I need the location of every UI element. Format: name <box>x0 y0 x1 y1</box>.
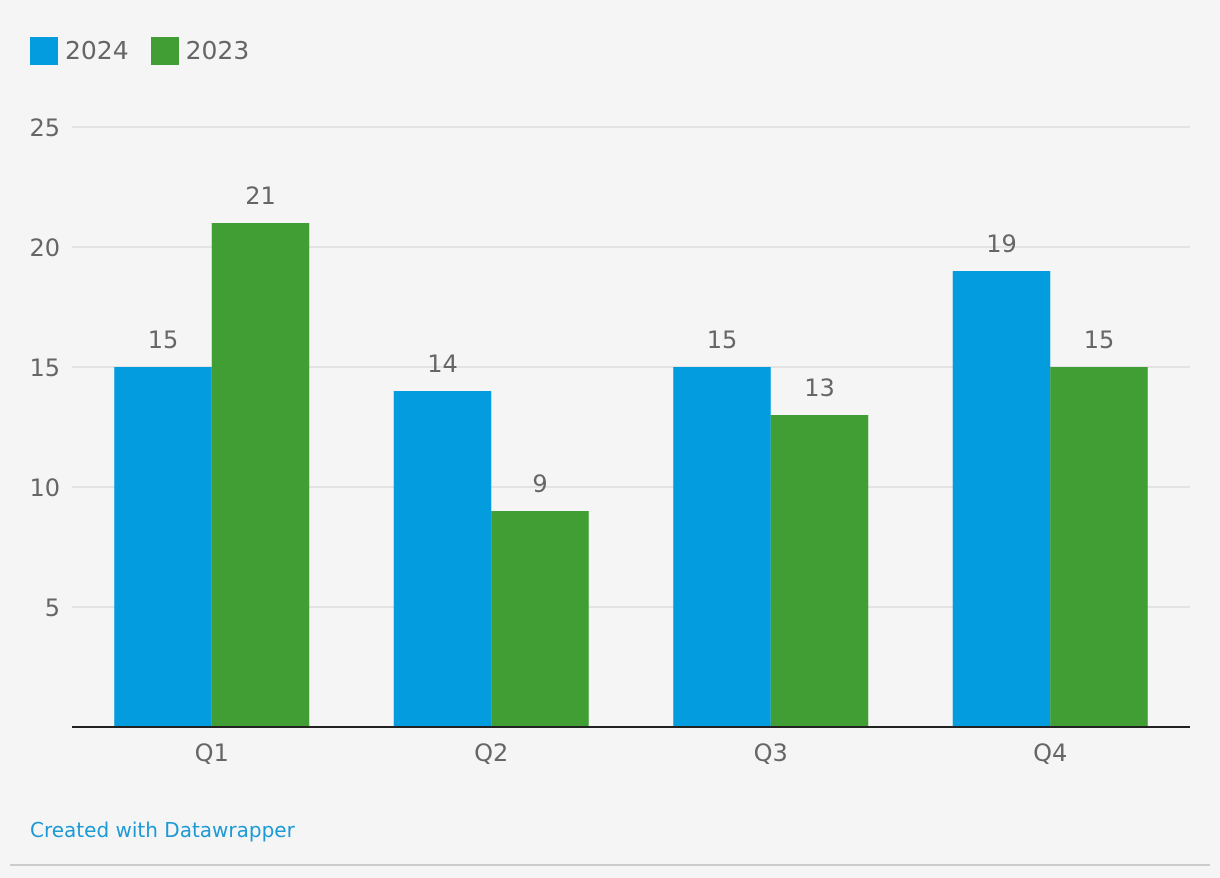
value-label-q3-2024: 15 <box>707 326 738 354</box>
value-labels: 15 21 14 9 15 13 19 15 <box>148 182 1115 498</box>
bar-q3-2023 <box>770 415 869 727</box>
value-label-q4-2023: 15 <box>1084 326 1115 354</box>
x-axis-categories: Q1 Q2 Q3 Q4 <box>195 739 1068 767</box>
bars <box>114 223 1148 727</box>
bar-q2-2024 <box>393 391 492 727</box>
y-tick-label-5: 5 <box>45 594 60 622</box>
value-label-q4-2024: 19 <box>986 230 1017 258</box>
bar-q4-2023 <box>1050 367 1148 727</box>
legend: 2024 2023 <box>30 36 271 65</box>
legend-swatch-2023 <box>150 36 179 65</box>
y-tick-label-15: 15 <box>29 354 60 382</box>
legend-label-2024: 2024 <box>65 36 129 65</box>
value-label-q2-2023: 9 <box>532 470 547 498</box>
x-category-label-q1: Q1 <box>195 739 229 767</box>
footer-divider <box>10 864 1210 866</box>
bar-q1-2024 <box>114 367 212 727</box>
legend-label-2023: 2023 <box>185 36 250 65</box>
bar-q4-2024 <box>952 271 1051 727</box>
value-label-q1-2023: 21 <box>245 182 276 210</box>
y-tick-label-10: 10 <box>29 474 60 502</box>
legend-item-2023: 2023 <box>150 36 250 65</box>
x-category-label-q3: Q3 <box>754 739 788 767</box>
bar-chart: 5 10 15 20 25 15 21 14 9 15 13 19 15 Q1 Q2 Q3 Q4 <box>29 114 1190 767</box>
y-tick-label-25: 25 <box>29 114 60 142</box>
bar-q1-2023 <box>211 223 310 727</box>
datawrapper-credit-link[interactable]: Created with Datawrapper <box>30 818 295 842</box>
legend-swatch-2024 <box>30 36 58 65</box>
value-label-q2-2024: 14 <box>427 350 458 378</box>
bar-q2-2023 <box>491 511 589 727</box>
legend-item-2024: 2024 <box>30 36 129 65</box>
x-category-label-q2: Q2 <box>474 739 508 767</box>
y-axis-ticks: 5 10 15 20 25 <box>29 114 60 622</box>
value-label-q3-2023: 13 <box>804 374 835 402</box>
y-tick-label-20: 20 <box>29 234 60 262</box>
value-label-q1-2024: 15 <box>148 326 179 354</box>
x-category-label-q4: Q4 <box>1033 739 1067 767</box>
bar-q3-2024 <box>673 367 771 727</box>
